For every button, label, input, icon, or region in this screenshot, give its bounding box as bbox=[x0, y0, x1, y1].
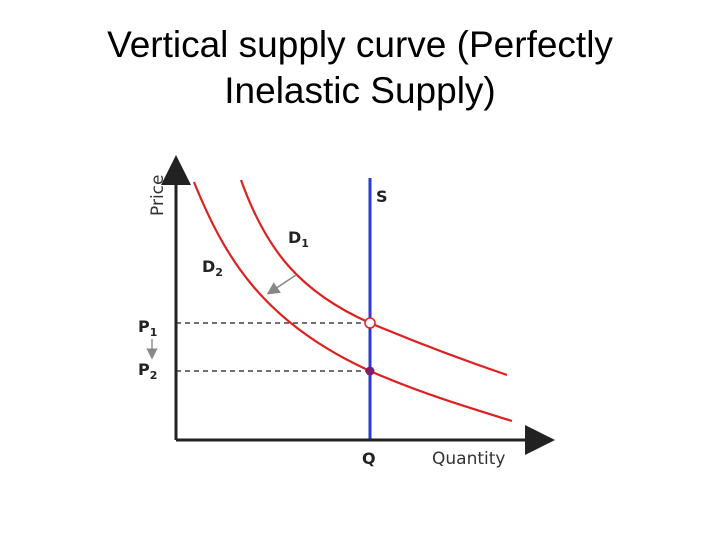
price2-label: P2 bbox=[138, 360, 157, 382]
slide-title: Vertical supply curve (Perfectly Inelast… bbox=[0, 22, 720, 114]
demand-curve-d1 bbox=[239, 179, 508, 377]
x-axis-label: Quantity bbox=[432, 449, 505, 469]
supply-label: S bbox=[376, 187, 388, 206]
equilibrium-point-new bbox=[365, 366, 375, 376]
y-axis-label: Price bbox=[148, 175, 168, 216]
price1-label: P1 bbox=[138, 317, 157, 339]
quantity-label: Q bbox=[362, 449, 376, 468]
demand2-label: D2 bbox=[202, 257, 223, 279]
demand1-label: D1 bbox=[288, 228, 309, 250]
title-line-2: Inelastic Supply) bbox=[224, 70, 496, 111]
demand-curve-d2 bbox=[192, 181, 513, 423]
title-line-1: Vertical supply curve (Perfectly bbox=[107, 24, 613, 65]
equilibrium-point-initial bbox=[364, 317, 376, 329]
demand-shift-arrow bbox=[266, 274, 297, 295]
